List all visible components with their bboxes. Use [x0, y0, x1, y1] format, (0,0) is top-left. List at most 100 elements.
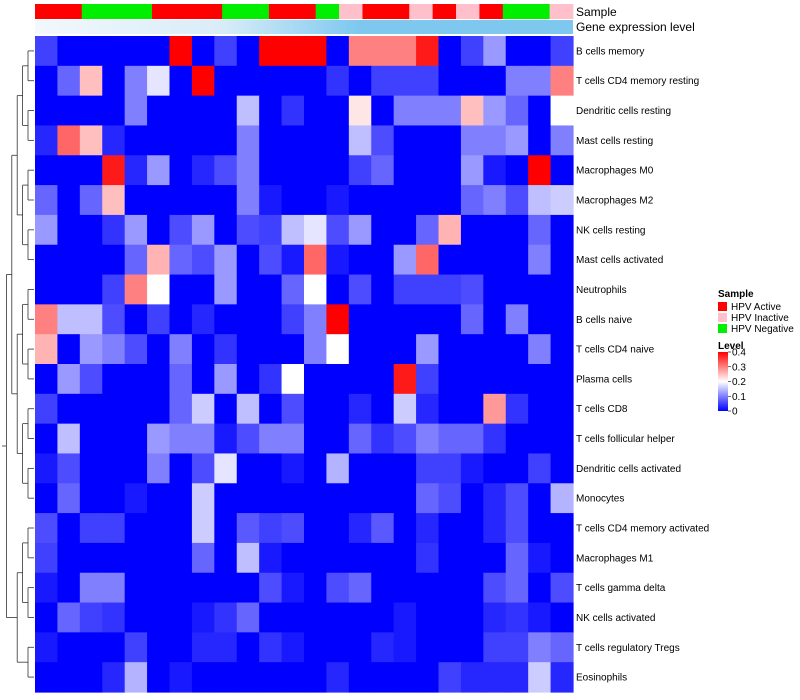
heatmap-cell [348, 244, 372, 276]
heatmap-cell [348, 36, 372, 67]
heatmap-cell [57, 125, 81, 156]
heatmap-cell [259, 542, 283, 574]
heatmap-cell [438, 125, 462, 156]
heatmap-cell [236, 483, 260, 514]
heatmap-cell [371, 364, 395, 395]
heatmap-cell [460, 244, 484, 276]
heatmap-cell [348, 542, 372, 574]
heatmap-cell [505, 244, 529, 276]
heatmap-cell [416, 185, 440, 216]
heatmap-cell [191, 632, 215, 663]
row-label: Macrophages M2 [576, 196, 654, 207]
heatmap-cell [483, 602, 507, 633]
heatmap-cell [147, 423, 171, 455]
heatmap-cell [147, 542, 171, 574]
heatmap-cell [236, 274, 260, 305]
heatmap-cell [79, 244, 103, 276]
row-label: Dendritic cells activated [576, 464, 681, 475]
heatmap-cell [124, 36, 148, 67]
heatmap-cell [236, 36, 260, 67]
heatmap-cell [259, 65, 283, 97]
heatmap-cell [326, 453, 350, 484]
heatmap-cell [259, 453, 283, 484]
row-label: T cells follicular helper [576, 434, 675, 445]
heatmap-cell [214, 95, 238, 127]
heatmap-cell [102, 542, 126, 574]
heatmap-cell [393, 393, 417, 425]
heatmap-cell [416, 95, 440, 127]
legend-level-tick-label: 0.1 [732, 392, 746, 403]
sample-annotation-cell [549, 4, 574, 19]
heatmap-cell [102, 244, 126, 276]
heatmap-cell [281, 65, 305, 97]
heatmap-cell [304, 244, 328, 276]
heatmap-cell [214, 423, 238, 455]
heatmap-cell [236, 95, 260, 127]
heatmap-cell [505, 393, 529, 425]
legend-level-tick-label: 0.2 [732, 377, 746, 388]
heatmap-cell [57, 214, 81, 246]
heatmap-cell [528, 334, 552, 365]
heatmap-cell [169, 304, 193, 335]
legend-sample-swatch [718, 313, 727, 322]
heatmap-cell [304, 155, 328, 186]
heatmap-cell [281, 572, 305, 604]
heatmap-cell [79, 185, 103, 216]
heatmap-cell [147, 155, 171, 186]
heatmap-cell [326, 662, 350, 693]
heatmap-cell [191, 662, 215, 693]
heatmap-cell [259, 274, 283, 305]
heatmap-cell [371, 155, 395, 186]
heatmap-cell [214, 513, 238, 544]
heatmap-cell [147, 244, 171, 276]
heatmap-cell [259, 244, 283, 276]
heatmap-cell [281, 423, 305, 455]
heatmap-cell [326, 393, 350, 425]
sample-annotation-cell [339, 4, 363, 19]
heatmap-cell [147, 36, 171, 67]
heatmap-cell [259, 572, 283, 604]
heatmap-cell [460, 453, 484, 484]
heatmap-cell [236, 453, 260, 484]
heatmap-cell [191, 423, 215, 455]
heatmap-cell [438, 65, 462, 97]
heatmap-cell [79, 304, 103, 335]
heatmap-cell [416, 214, 440, 246]
heatmap-cell [79, 364, 103, 395]
heatmap-cell [35, 334, 59, 365]
heatmap-cell [438, 36, 462, 67]
heatmap-cell [326, 65, 350, 97]
heatmap-cell [550, 423, 574, 455]
heatmap-cell [326, 274, 350, 305]
heatmap-cell [416, 423, 440, 455]
heatmap-cell [528, 244, 552, 276]
heatmap-cell [460, 602, 484, 633]
heatmap-cell [505, 632, 529, 663]
heatmap-cell [79, 95, 103, 127]
heatmap-cell [326, 334, 350, 365]
heatmap-cell [528, 364, 552, 395]
heatmap-cell [304, 36, 328, 67]
heatmap-cell [326, 423, 350, 455]
heatmap-cell [281, 662, 305, 693]
heatmap-cell [102, 214, 126, 246]
sample-annotation-cell [128, 4, 153, 19]
heatmap-cell [550, 572, 574, 604]
heatmap-cell [304, 274, 328, 305]
heatmap-cell [326, 155, 350, 186]
heatmap-cell [169, 95, 193, 127]
heatmap-cell [483, 572, 507, 604]
heatmap-cell [281, 125, 305, 156]
sample-annotation-cell [81, 4, 106, 19]
heatmap-cell [57, 155, 81, 186]
heatmap-cell [550, 65, 574, 97]
legend-sample-label: HPV Negative [731, 324, 794, 335]
heatmap-cell [35, 513, 59, 544]
heatmap-cell [304, 185, 328, 216]
heatmap-cell [304, 453, 328, 484]
heatmap-cell [505, 542, 529, 574]
heatmap-cell [348, 95, 372, 127]
heatmap-cell [393, 632, 417, 663]
heatmap-cell [236, 214, 260, 246]
heatmap-cell [550, 185, 574, 216]
